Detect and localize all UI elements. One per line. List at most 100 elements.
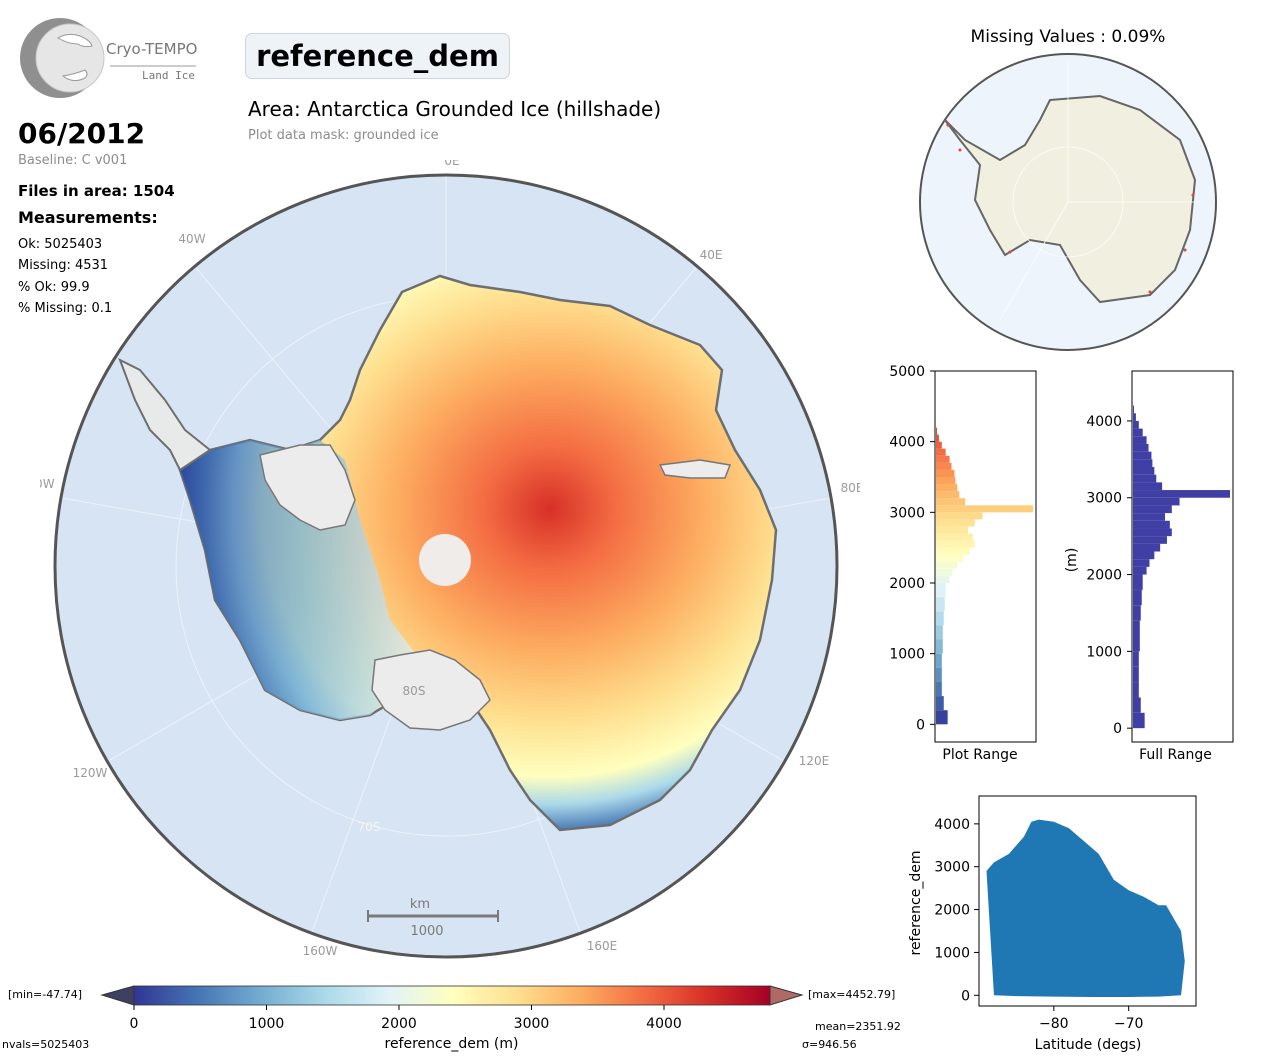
plot-range-tick-label: 3000 bbox=[889, 505, 925, 521]
scatter-y-tick-label: 1000 bbox=[934, 945, 970, 961]
full-range-bar bbox=[1133, 636, 1140, 652]
full-range-bar bbox=[1133, 520, 1170, 529]
scatter-x-tick-label: −80 bbox=[1039, 1016, 1069, 1032]
plot-range-bar bbox=[936, 611, 944, 626]
colorbar-tick-label: 2000 bbox=[381, 1016, 417, 1032]
full-range-bar bbox=[1133, 451, 1152, 460]
parameter-title: reference_dem bbox=[245, 33, 510, 79]
plot-range-bar bbox=[936, 625, 943, 640]
plot-range-bar bbox=[936, 505, 1033, 513]
full-range-histogram: 0 1000 2000 3000 4000 (m) bbox=[1064, 370, 1234, 743]
full-range-bar bbox=[1133, 605, 1141, 621]
lon-label-120w: 120W bbox=[73, 766, 108, 780]
files-label: Files in area: 1504 bbox=[18, 182, 175, 200]
missing-points bbox=[946, 123, 1195, 294]
plot-range-bar bbox=[936, 561, 958, 569]
full-range-bar bbox=[1133, 551, 1155, 560]
scale-value: 1000 bbox=[410, 924, 443, 939]
full-range-tick-label: 2000 bbox=[1086, 568, 1122, 584]
inset-title: Missing Values : 0.09% bbox=[970, 27, 1166, 47]
logo-moon-icon bbox=[20, 18, 196, 98]
colorbar-max-arrow bbox=[769, 985, 804, 1006]
full-range-bar bbox=[1133, 513, 1166, 521]
full-range-bar bbox=[1133, 420, 1139, 429]
plot-range-bar bbox=[936, 455, 950, 463]
full-range-bar bbox=[1133, 413, 1136, 421]
date-label: 06/2012 bbox=[18, 117, 146, 150]
scatter-y-tick-label: 3000 bbox=[934, 860, 970, 876]
plot-range-bar bbox=[936, 597, 945, 612]
mean-label: mean=2351.92 bbox=[815, 1020, 901, 1033]
plot-range-bar bbox=[936, 519, 975, 527]
plot-range-bar bbox=[936, 512, 983, 520]
missing-values-inset-map bbox=[919, 53, 1217, 351]
lat-label-80s: 80S bbox=[403, 684, 426, 698]
full-range-bar bbox=[1133, 566, 1147, 575]
scatter-xlabel: Latitude (degs) bbox=[1035, 1037, 1142, 1053]
plot-range-bar bbox=[936, 568, 953, 576]
lon-label-80w: 80W bbox=[40, 477, 55, 491]
full-range-bar bbox=[1133, 459, 1153, 468]
plot-range-bar bbox=[936, 547, 970, 555]
plot-range-bar bbox=[936, 653, 942, 668]
full-range-label: Full Range bbox=[1139, 747, 1212, 763]
full-range-bar bbox=[1133, 666, 1139, 683]
colorbar-label: reference_dem (m) bbox=[384, 1036, 519, 1052]
plot-range-bar bbox=[936, 533, 973, 541]
colorbar-tick-label: 1000 bbox=[249, 1016, 285, 1032]
pct-ok: % Ok: 99.9 bbox=[18, 280, 90, 295]
full-range-tick-label: 0 bbox=[1113, 721, 1122, 737]
full-range-bar bbox=[1133, 474, 1157, 483]
plot-range-bar bbox=[936, 462, 952, 470]
full-range-bar bbox=[1133, 505, 1172, 514]
plot-range-bar bbox=[936, 639, 943, 654]
full-range-tick-label: 1000 bbox=[1086, 644, 1122, 660]
full-range-bar bbox=[1133, 620, 1140, 636]
lon-label-0e: 0E bbox=[444, 160, 459, 168]
full-range-bar bbox=[1133, 589, 1142, 606]
lon-label-40e: 40E bbox=[700, 248, 723, 262]
full-range-tick-label: 3000 bbox=[1086, 491, 1122, 507]
sigma-label: σ=946.56 bbox=[802, 1038, 857, 1051]
plot-range-tick-label: 0 bbox=[916, 717, 925, 733]
plot-range-bar bbox=[936, 681, 942, 697]
scale-unit: km bbox=[410, 897, 430, 912]
full-range-unit: (m) bbox=[1064, 548, 1080, 573]
full-range-bar bbox=[1133, 482, 1163, 491]
logo: Cryo-TEMPO Land Ice bbox=[18, 16, 203, 100]
lon-label-80e: 80E bbox=[841, 481, 860, 495]
antarctica-main-map: 0E 40W 40E 80W 80E 120W 120E 160W 160E 8… bbox=[40, 160, 860, 959]
mask-note: Plot data mask: grounded ice bbox=[248, 128, 439, 143]
ok-count: Ok: 5025403 bbox=[18, 237, 103, 252]
scatter-y-tick-label: 0 bbox=[961, 988, 970, 1004]
plot-range-tick-label: 5000 bbox=[889, 364, 925, 380]
full-range-tick-label: 4000 bbox=[1086, 414, 1122, 430]
colorbar: 0 1000 2000 3000 4000 bbox=[100, 985, 804, 1032]
plot-range-bar bbox=[936, 477, 956, 485]
full-range-bar bbox=[1133, 536, 1167, 544]
plot-range-bar bbox=[936, 434, 939, 442]
full-range-bar bbox=[1133, 682, 1139, 698]
plot-range-bar bbox=[936, 484, 958, 492]
colorbar-tick-label: 0 bbox=[130, 1016, 139, 1032]
plot-range-bar bbox=[936, 554, 964, 562]
full-range-bar bbox=[1133, 428, 1143, 437]
logo-title: Cryo-TEMPO bbox=[106, 40, 198, 58]
scatter-point-cloud bbox=[986, 819, 1185, 997]
plot-range-bar bbox=[936, 526, 969, 534]
plot-range-histogram: 0 1000 2000 3000 4000 5000 bbox=[889, 364, 1037, 743]
colorbar-tick-label: 4000 bbox=[646, 1016, 682, 1032]
scale-bar: km 1000 bbox=[367, 897, 499, 939]
colorbar-min: [min=-47.74] bbox=[8, 988, 83, 1001]
full-range-bar bbox=[1133, 574, 1143, 590]
colorbar-tick-label: 3000 bbox=[514, 1016, 550, 1032]
lon-label-120e: 120E bbox=[799, 754, 830, 768]
pct-missing: % Missing: 0.1 bbox=[18, 301, 113, 316]
lat-label-70s: 70S bbox=[358, 820, 381, 834]
plot-range-bar bbox=[936, 469, 955, 477]
plot-range-bar bbox=[936, 575, 950, 583]
full-range-bar bbox=[1133, 528, 1172, 537]
scatter-ylabel: reference_dem bbox=[908, 851, 924, 956]
plot-range-label: Plot Range bbox=[942, 747, 1018, 763]
plot-range-bar bbox=[936, 710, 948, 725]
